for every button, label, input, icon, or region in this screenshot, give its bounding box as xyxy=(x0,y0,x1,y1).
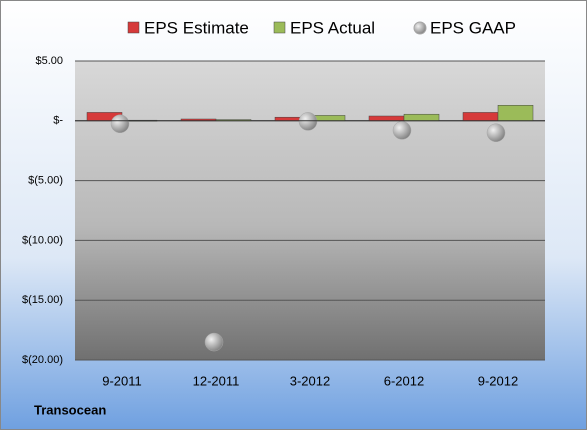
point xyxy=(110,114,130,134)
y-tick-label: $(5.00) xyxy=(28,175,63,187)
x-tick-label: 12-2011 xyxy=(193,373,240,388)
legend-label: EPS Actual xyxy=(290,18,375,37)
y-tick-label: $(10.00) xyxy=(22,234,63,246)
legend-swatch xyxy=(413,21,427,35)
x-tick-label: 3-2012 xyxy=(290,373,330,388)
y-tick-label: $(20.00) xyxy=(22,354,63,366)
legend-swatch xyxy=(273,21,286,34)
y-tick-label: $- xyxy=(53,115,63,127)
y-tick-label: $(15.00) xyxy=(22,294,63,306)
legend-label: EPS Estimate xyxy=(144,18,249,37)
bar xyxy=(368,115,405,122)
x-tick-label: 9-2012 xyxy=(478,373,518,388)
x-tick-label: 6-2012 xyxy=(384,373,424,388)
legend-label: EPS GAAP xyxy=(430,18,516,37)
x-tick-label: 9-2011 xyxy=(102,373,142,388)
bar xyxy=(403,113,440,122)
plot-area xyxy=(75,61,545,360)
point xyxy=(392,121,412,140)
bar xyxy=(462,112,499,122)
point xyxy=(298,112,318,131)
point xyxy=(486,123,506,143)
legend-swatch xyxy=(127,21,140,34)
y-tick-label: $5.00 xyxy=(35,55,63,67)
point xyxy=(204,332,224,352)
bar xyxy=(497,105,534,122)
subtitle: Transocean xyxy=(34,402,106,417)
